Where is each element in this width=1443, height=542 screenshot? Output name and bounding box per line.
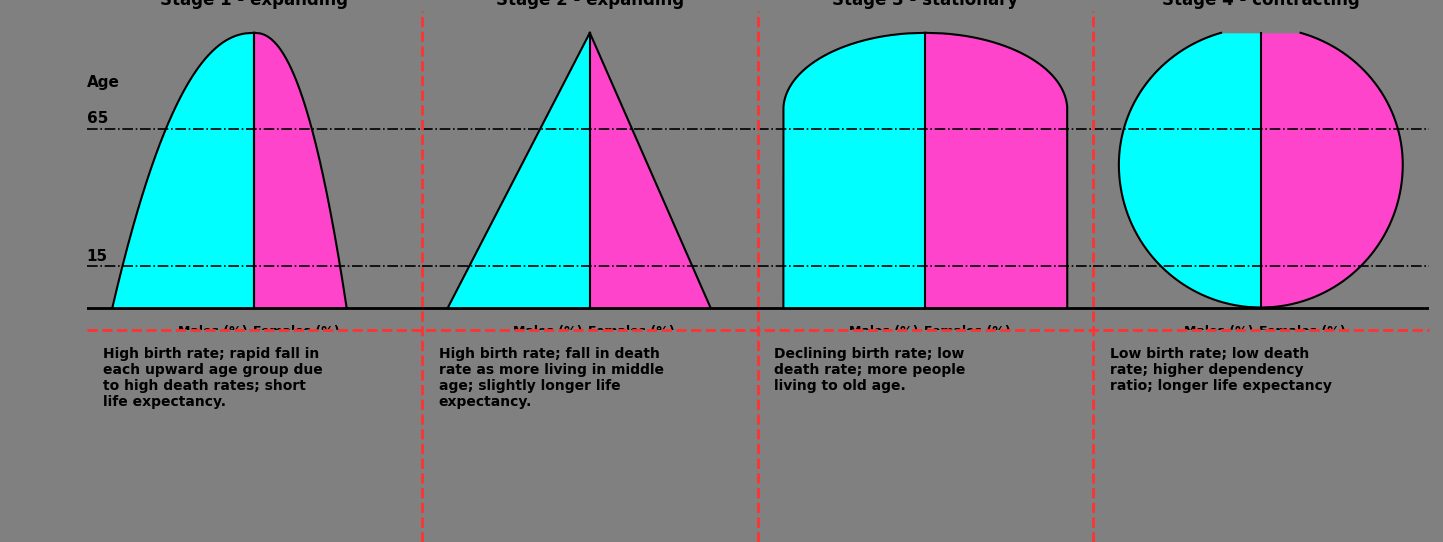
Text: Females (%): Females (%) [924, 325, 1010, 338]
Text: Males (%): Males (%) [177, 325, 247, 338]
Text: Females (%): Females (%) [1260, 325, 1346, 338]
Text: 65: 65 [87, 111, 108, 126]
Text: Males (%): Males (%) [848, 325, 918, 338]
Title: Stage 2 - expanding: Stage 2 - expanding [496, 0, 684, 9]
Text: High birth rate; rapid fall in
each upward age group due
to high death rates; sh: High birth rate; rapid fall in each upwa… [104, 346, 323, 409]
Text: Females (%): Females (%) [589, 325, 675, 338]
Text: Males (%): Males (%) [514, 325, 583, 338]
Title: Stage 4 - contracting: Stage 4 - contracting [1162, 0, 1359, 9]
Text: Females (%): Females (%) [253, 325, 339, 338]
Text: Low birth rate; low death
rate; higher dependency
ratio; longer life expectancy: Low birth rate; low death rate; higher d… [1110, 346, 1332, 393]
Text: Declining birth rate; low
death rate; more people
living to old age.: Declining birth rate; low death rate; mo… [775, 346, 965, 393]
Title: Stage 1 - expanding: Stage 1 - expanding [160, 0, 348, 9]
Text: High birth rate; fall in death
rate as more living in middle
age; slightly longe: High birth rate; fall in death rate as m… [439, 346, 664, 409]
Text: 15: 15 [87, 249, 108, 263]
Text: Males (%): Males (%) [1185, 325, 1254, 338]
Text: Age: Age [87, 75, 120, 90]
Title: Stage 3 - stationary: Stage 3 - stationary [833, 0, 1019, 9]
